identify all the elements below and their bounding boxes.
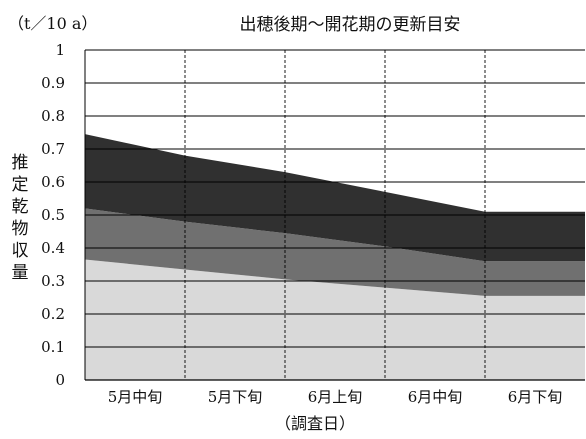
y-tick-label-3: 0.3 [41,272,65,290]
y-axis-label-char-3: 物 [11,219,29,239]
y-tick-label-9: 0.9 [41,74,65,92]
y-tick-label-0: 0 [55,371,65,389]
x-tick-label-2: 6月上旬 [308,388,363,406]
x-axis-label: （調査日） [274,414,355,433]
y-axis-label-char-5: 量 [11,263,29,283]
y-tick-label-8: 0.8 [41,107,65,125]
y-axis-label-char-1: 定 [11,175,29,195]
y-axis-label: 推定乾物収量 [10,152,30,284]
y-tick-labels: 0 0.1 0.2 0.3 0.4 0.5 0.6 0.7 0.8 0.9 1 [41,41,65,389]
area-series-0 [85,259,585,380]
chart-title: 出穂後期〜開花期の更新目安 [239,15,461,35]
y-tick-label-7: 0.7 [41,140,65,158]
x-tick-labels: 5月中旬 5月下旬 6月上旬 6月中旬 6月下旬 [108,388,563,406]
y-axis-unit: （t／10 a） [8,14,98,33]
y-axis-label-char-0: 推 [11,153,29,173]
x-tick-label-3: 6月中旬 [408,388,463,406]
y-tick-label-10: 1 [55,41,65,59]
y-axis-label-char-4: 収 [11,241,29,261]
x-tick-label-4: 6月下旬 [508,388,563,406]
x-tick-label-1: 5月下旬 [208,388,263,406]
y-tick-label-5: 0.5 [41,206,65,224]
x-tick-label-0: 5月中旬 [108,388,163,406]
area-series-1 [85,208,585,296]
area-layers [85,134,585,380]
y-tick-label-4: 0.4 [41,239,65,257]
gridlines [85,49,585,380]
y-axis-label-char-2: 乾 [11,197,29,217]
y-tick-label-1: 0.1 [41,338,65,356]
area-series-2 [85,134,585,262]
axes [84,50,585,381]
y-tick-label-6: 0.6 [41,173,65,191]
y-tick-label-2: 0.2 [41,305,65,323]
